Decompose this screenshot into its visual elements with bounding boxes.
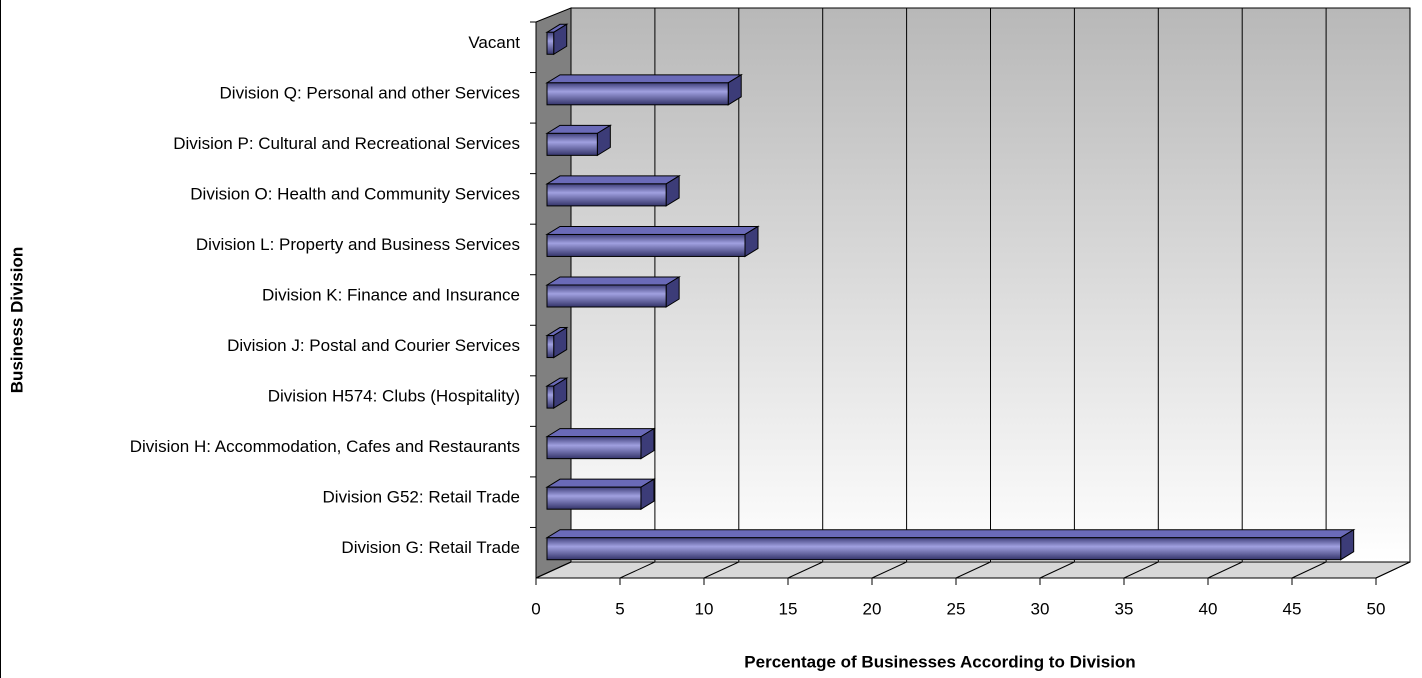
x-tick-label: 0 — [531, 599, 540, 618]
bar — [546, 486, 642, 510]
floor-grid-line — [1039, 561, 1075, 579]
y-tick-label: Vacant — [468, 33, 520, 52]
bar-top — [545, 478, 656, 488]
y-tick-label: Division H574: Clubs (Hospitality) — [268, 387, 520, 406]
y-tick-label: Division P: Cultural and Recreational Se… — [173, 134, 520, 153]
bar — [546, 537, 1342, 561]
y-tick-label: Division O: Health and Community Service… — [190, 184, 520, 203]
y-tick-label: Division K: Finance and Insurance — [262, 285, 520, 304]
bar — [546, 82, 729, 106]
floor-grid-line — [1291, 561, 1327, 579]
bar-top — [545, 175, 681, 185]
x-tick-label: 30 — [1031, 599, 1050, 618]
floor-grid-line — [1207, 561, 1243, 579]
floor-grid-line — [703, 561, 740, 579]
floor-grid-line — [535, 561, 572, 579]
x-tick-label: 5 — [615, 599, 624, 618]
bar-top — [545, 225, 760, 235]
bar — [546, 335, 555, 359]
x-tick-label: 20 — [863, 599, 882, 618]
x-tick-label: 45 — [1283, 599, 1302, 618]
floor-grid-line — [1375, 561, 1411, 579]
y-axis-title: Business Division — [7, 247, 26, 393]
floor-grid-line — [871, 561, 907, 579]
bar-top — [545, 74, 743, 84]
frame-edge — [0, 0, 1, 678]
x-tick-label: 35 — [1115, 599, 1134, 618]
y-tick-label: Division Q: Personal and other Services — [220, 83, 520, 102]
x-tick-label: 10 — [695, 599, 714, 618]
bar — [546, 233, 746, 257]
x-tick-label: 40 — [1199, 599, 1218, 618]
bar-top — [545, 428, 656, 438]
y-tick-label: Division L: Property and Business Servic… — [196, 235, 520, 254]
bar-top — [545, 276, 681, 286]
floor-grid-line — [787, 561, 823, 579]
x-tick-label: 25 — [947, 599, 966, 618]
y-tick-label: Division H: Accommodation, Cafes and Res… — [130, 437, 520, 456]
bar — [546, 31, 555, 55]
bar — [546, 385, 555, 409]
floor-grid-line — [955, 561, 991, 579]
x-tick-label: 50 — [1367, 599, 1386, 618]
bar — [546, 436, 642, 460]
y-tick-label: Division G: Retail Trade — [341, 538, 520, 557]
floor-grid-line — [619, 561, 656, 579]
bar — [546, 183, 667, 207]
bar-top — [545, 529, 1356, 539]
bar — [546, 284, 667, 308]
y-tick-label: Division G52: Retail Trade — [323, 488, 520, 507]
floor-grid-line — [1123, 561, 1159, 579]
x-tick-label: 15 — [779, 599, 798, 618]
x-axis-title: Percentage of Businesses According to Di… — [744, 652, 1135, 671]
bar — [546, 132, 598, 156]
y-tick-label: Division J: Postal and Courier Services — [227, 336, 520, 355]
